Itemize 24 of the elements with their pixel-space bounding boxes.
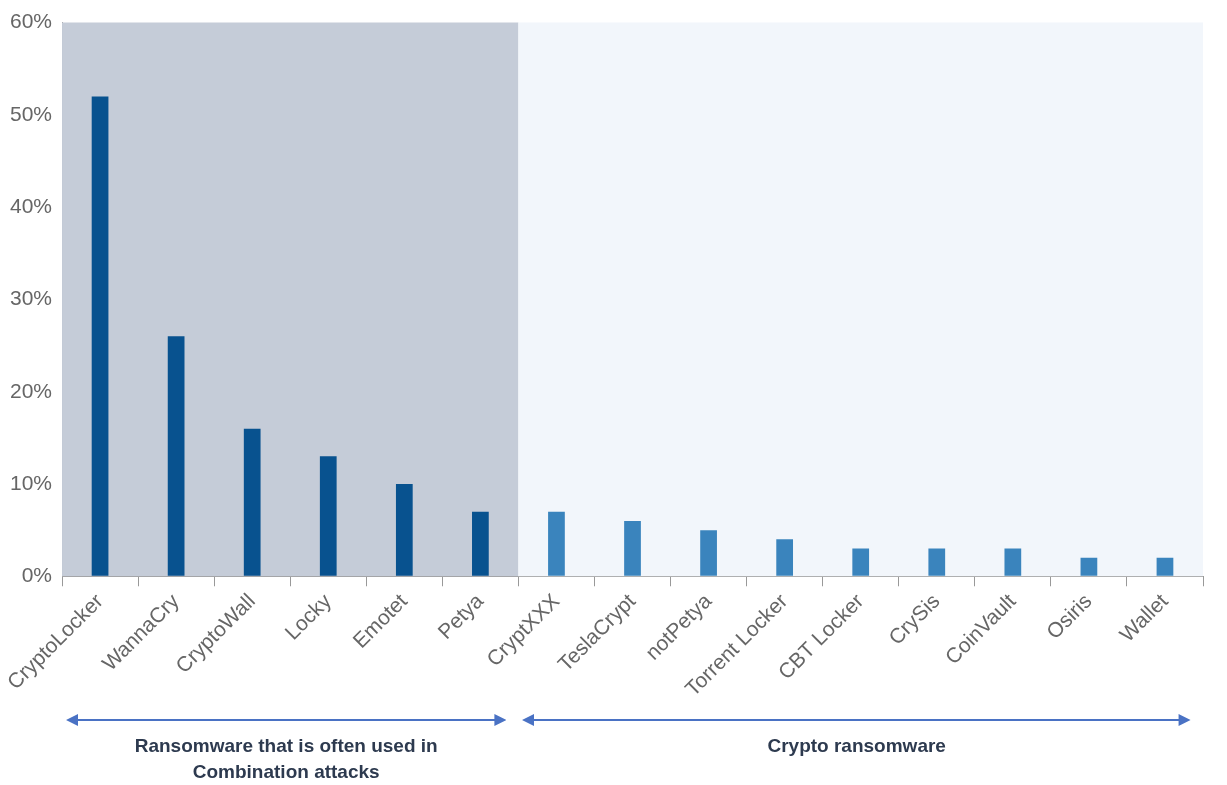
bar (395, 483, 413, 576)
bar (776, 539, 794, 576)
y-tick-label: 20% (10, 378, 53, 402)
bar (243, 428, 261, 576)
bar (928, 548, 946, 576)
y-tick-label: 30% (10, 286, 53, 310)
y-tick-label: 50% (10, 101, 53, 125)
bar (1080, 557, 1098, 576)
bar (700, 530, 717, 576)
y-tick-label: 60% (10, 9, 53, 33)
text: Ransomware that is often used in Combination attacks (133, 734, 439, 784)
bar (91, 96, 109, 576)
bar (1156, 557, 1174, 576)
y-tick-label: 0% (21, 563, 53, 587)
bar (319, 456, 337, 576)
bar (624, 520, 641, 576)
y-tick-label: 40% (10, 193, 53, 217)
bar (548, 511, 565, 576)
bar (1004, 548, 1022, 576)
y-tick-label: 10% (10, 470, 53, 494)
bar (167, 336, 185, 576)
bar (852, 548, 870, 576)
text: Crypto ransomware (766, 734, 947, 758)
bar (472, 511, 489, 576)
